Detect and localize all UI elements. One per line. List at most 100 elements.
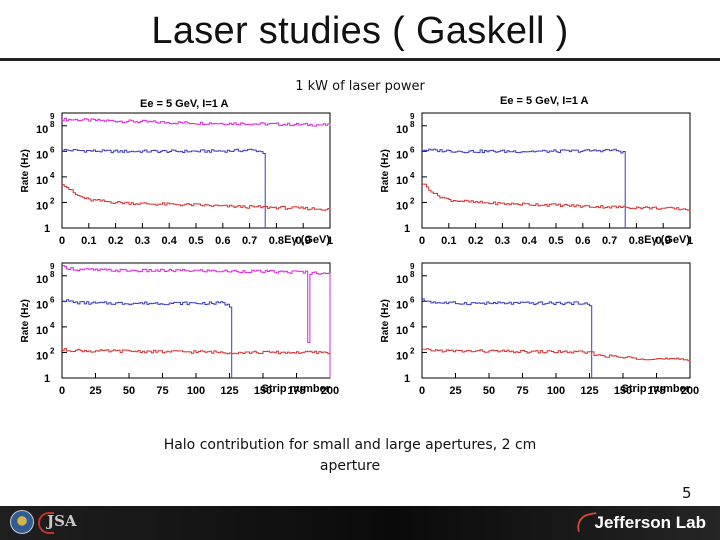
x-tick-label: 0.6 bbox=[215, 235, 230, 247]
page-number: 5 bbox=[682, 484, 692, 502]
y-tick-label: 10 bbox=[396, 175, 408, 187]
x-tick-label: 0.2 bbox=[108, 235, 123, 247]
y-tick-exponent: 6 bbox=[50, 145, 55, 154]
y-tick-exponent: 8 bbox=[410, 270, 415, 279]
y-tick-exponent: 4 bbox=[410, 171, 415, 180]
x-tick-label: 0.4 bbox=[522, 235, 538, 247]
x-axis-label: Strip number bbox=[622, 383, 691, 395]
x-axis-label: Eγ (GeV) bbox=[284, 234, 330, 246]
x-axis-label: Eγ (GeV) bbox=[644, 234, 690, 246]
y-tick-exponent: 4 bbox=[50, 321, 55, 330]
y-tick-label: 10 bbox=[396, 299, 408, 311]
x-tick-label: 200 bbox=[321, 385, 339, 397]
figure-caption: Halo contribution for small and large ap… bbox=[163, 437, 537, 474]
slide-title: Laser studies ( Gaskell ) bbox=[151, 10, 569, 52]
y-tick-exponent: 9 bbox=[50, 262, 55, 271]
y-tick-exponent: 8 bbox=[410, 120, 415, 129]
y-tick-exponent: 9 bbox=[50, 112, 55, 121]
footer-bar: JSA Jefferson Lab bbox=[0, 506, 720, 540]
y-tick-label: 10 bbox=[36, 274, 48, 286]
x-tick-label: 0.2 bbox=[468, 235, 483, 247]
x-tick-label: 0.3 bbox=[135, 235, 150, 247]
jsa-logo: JSA bbox=[38, 510, 77, 534]
y-tick-label: 10 bbox=[396, 350, 408, 362]
series-line-background bbox=[62, 348, 331, 355]
x-tick-label: 0.4 bbox=[162, 235, 178, 247]
x-tick-label: 25 bbox=[449, 385, 461, 397]
y-tick-label: 10 bbox=[36, 325, 48, 337]
title-divider bbox=[0, 58, 720, 61]
series-line-compton bbox=[422, 298, 593, 378]
series-line-compton bbox=[422, 148, 626, 228]
x-tick-label: 0.1 bbox=[441, 235, 456, 247]
x-tick-label: 150 bbox=[254, 385, 272, 397]
x-tick-label: 0.9 bbox=[296, 235, 311, 247]
plot-title: Ee = 5 GeV, I=1 A bbox=[140, 98, 229, 110]
jefferson-lab-logo: Jefferson Lab bbox=[594, 513, 706, 532]
plot-frame bbox=[421, 112, 691, 229]
x-tick-label: 0.5 bbox=[188, 235, 203, 247]
x-tick-label: 25 bbox=[89, 385, 101, 397]
jsa-swoosh-icon bbox=[38, 512, 54, 534]
y-tick-label: 10 bbox=[36, 124, 48, 136]
y-tick-label: 10 bbox=[36, 175, 48, 187]
x-axis-label: Strip number bbox=[262, 383, 331, 395]
y-tick-label: 1 bbox=[44, 223, 50, 235]
x-tick-label: 50 bbox=[123, 385, 135, 397]
series-line-background bbox=[422, 348, 691, 362]
y-tick-exponent: 9 bbox=[410, 112, 415, 121]
x-tick-label: 50 bbox=[483, 385, 495, 397]
y-tick-label: 1 bbox=[44, 373, 50, 385]
y-tick-exponent: 2 bbox=[410, 196, 415, 205]
x-tick-label: 0.7 bbox=[602, 235, 617, 247]
jsa-logo-text: JSA bbox=[47, 512, 77, 530]
plot-title: Ee = 5 GeV, I=1 A bbox=[500, 95, 589, 107]
x-tick-label: 175 bbox=[647, 385, 665, 397]
x-tick-label: 0.3 bbox=[495, 235, 510, 247]
y-tick-exponent: 2 bbox=[50, 196, 55, 205]
y-tick-exponent: 8 bbox=[50, 120, 55, 129]
x-tick-label: 0.7 bbox=[242, 235, 257, 247]
y-axis-label: Rate (Hz) bbox=[380, 149, 391, 192]
doe-seal-icon bbox=[10, 510, 34, 534]
x-tick-label: 0.8 bbox=[269, 235, 284, 247]
y-tick-exponent: 4 bbox=[410, 321, 415, 330]
y-tick-exponent: 6 bbox=[410, 295, 415, 304]
series-line-total bbox=[62, 117, 331, 127]
plot-frame bbox=[421, 262, 691, 379]
y-tick-label: 1 bbox=[404, 223, 410, 235]
y-tick-label: 10 bbox=[396, 149, 408, 161]
x-tick-label: 125 bbox=[220, 385, 238, 397]
x-tick-label: 0.8 bbox=[629, 235, 644, 247]
y-axis-label: Rate (Hz) bbox=[380, 299, 391, 342]
series-line-compton bbox=[62, 148, 266, 228]
y-tick-exponent: 2 bbox=[410, 346, 415, 355]
x-tick-label: 200 bbox=[681, 385, 699, 397]
series-line-total bbox=[62, 265, 331, 378]
y-axis-label: Rate (Hz) bbox=[20, 149, 31, 192]
y-tick-label: 10 bbox=[36, 200, 48, 212]
x-tick-label: 75 bbox=[516, 385, 528, 397]
y-tick-exponent: 9 bbox=[410, 262, 415, 271]
x-tick-label: 75 bbox=[156, 385, 168, 397]
x-tick-label: 0 bbox=[419, 235, 425, 247]
x-tick-label: 125 bbox=[580, 385, 598, 397]
y-tick-exponent: 6 bbox=[50, 295, 55, 304]
y-tick-label: 10 bbox=[396, 200, 408, 212]
y-tick-label: 10 bbox=[36, 350, 48, 362]
x-tick-label: 0.5 bbox=[548, 235, 563, 247]
subtitle: 1 kW of laser power bbox=[295, 79, 425, 94]
x-tick-label: 100 bbox=[187, 385, 205, 397]
y-tick-label: 10 bbox=[396, 124, 408, 136]
y-tick-label: 1 bbox=[404, 373, 410, 385]
series-line-background bbox=[62, 184, 331, 211]
y-tick-label: 10 bbox=[36, 299, 48, 311]
y-axis-label: Rate (Hz) bbox=[20, 299, 31, 342]
x-tick-label: 0 bbox=[59, 235, 65, 247]
y-tick-exponent: 8 bbox=[50, 270, 55, 279]
